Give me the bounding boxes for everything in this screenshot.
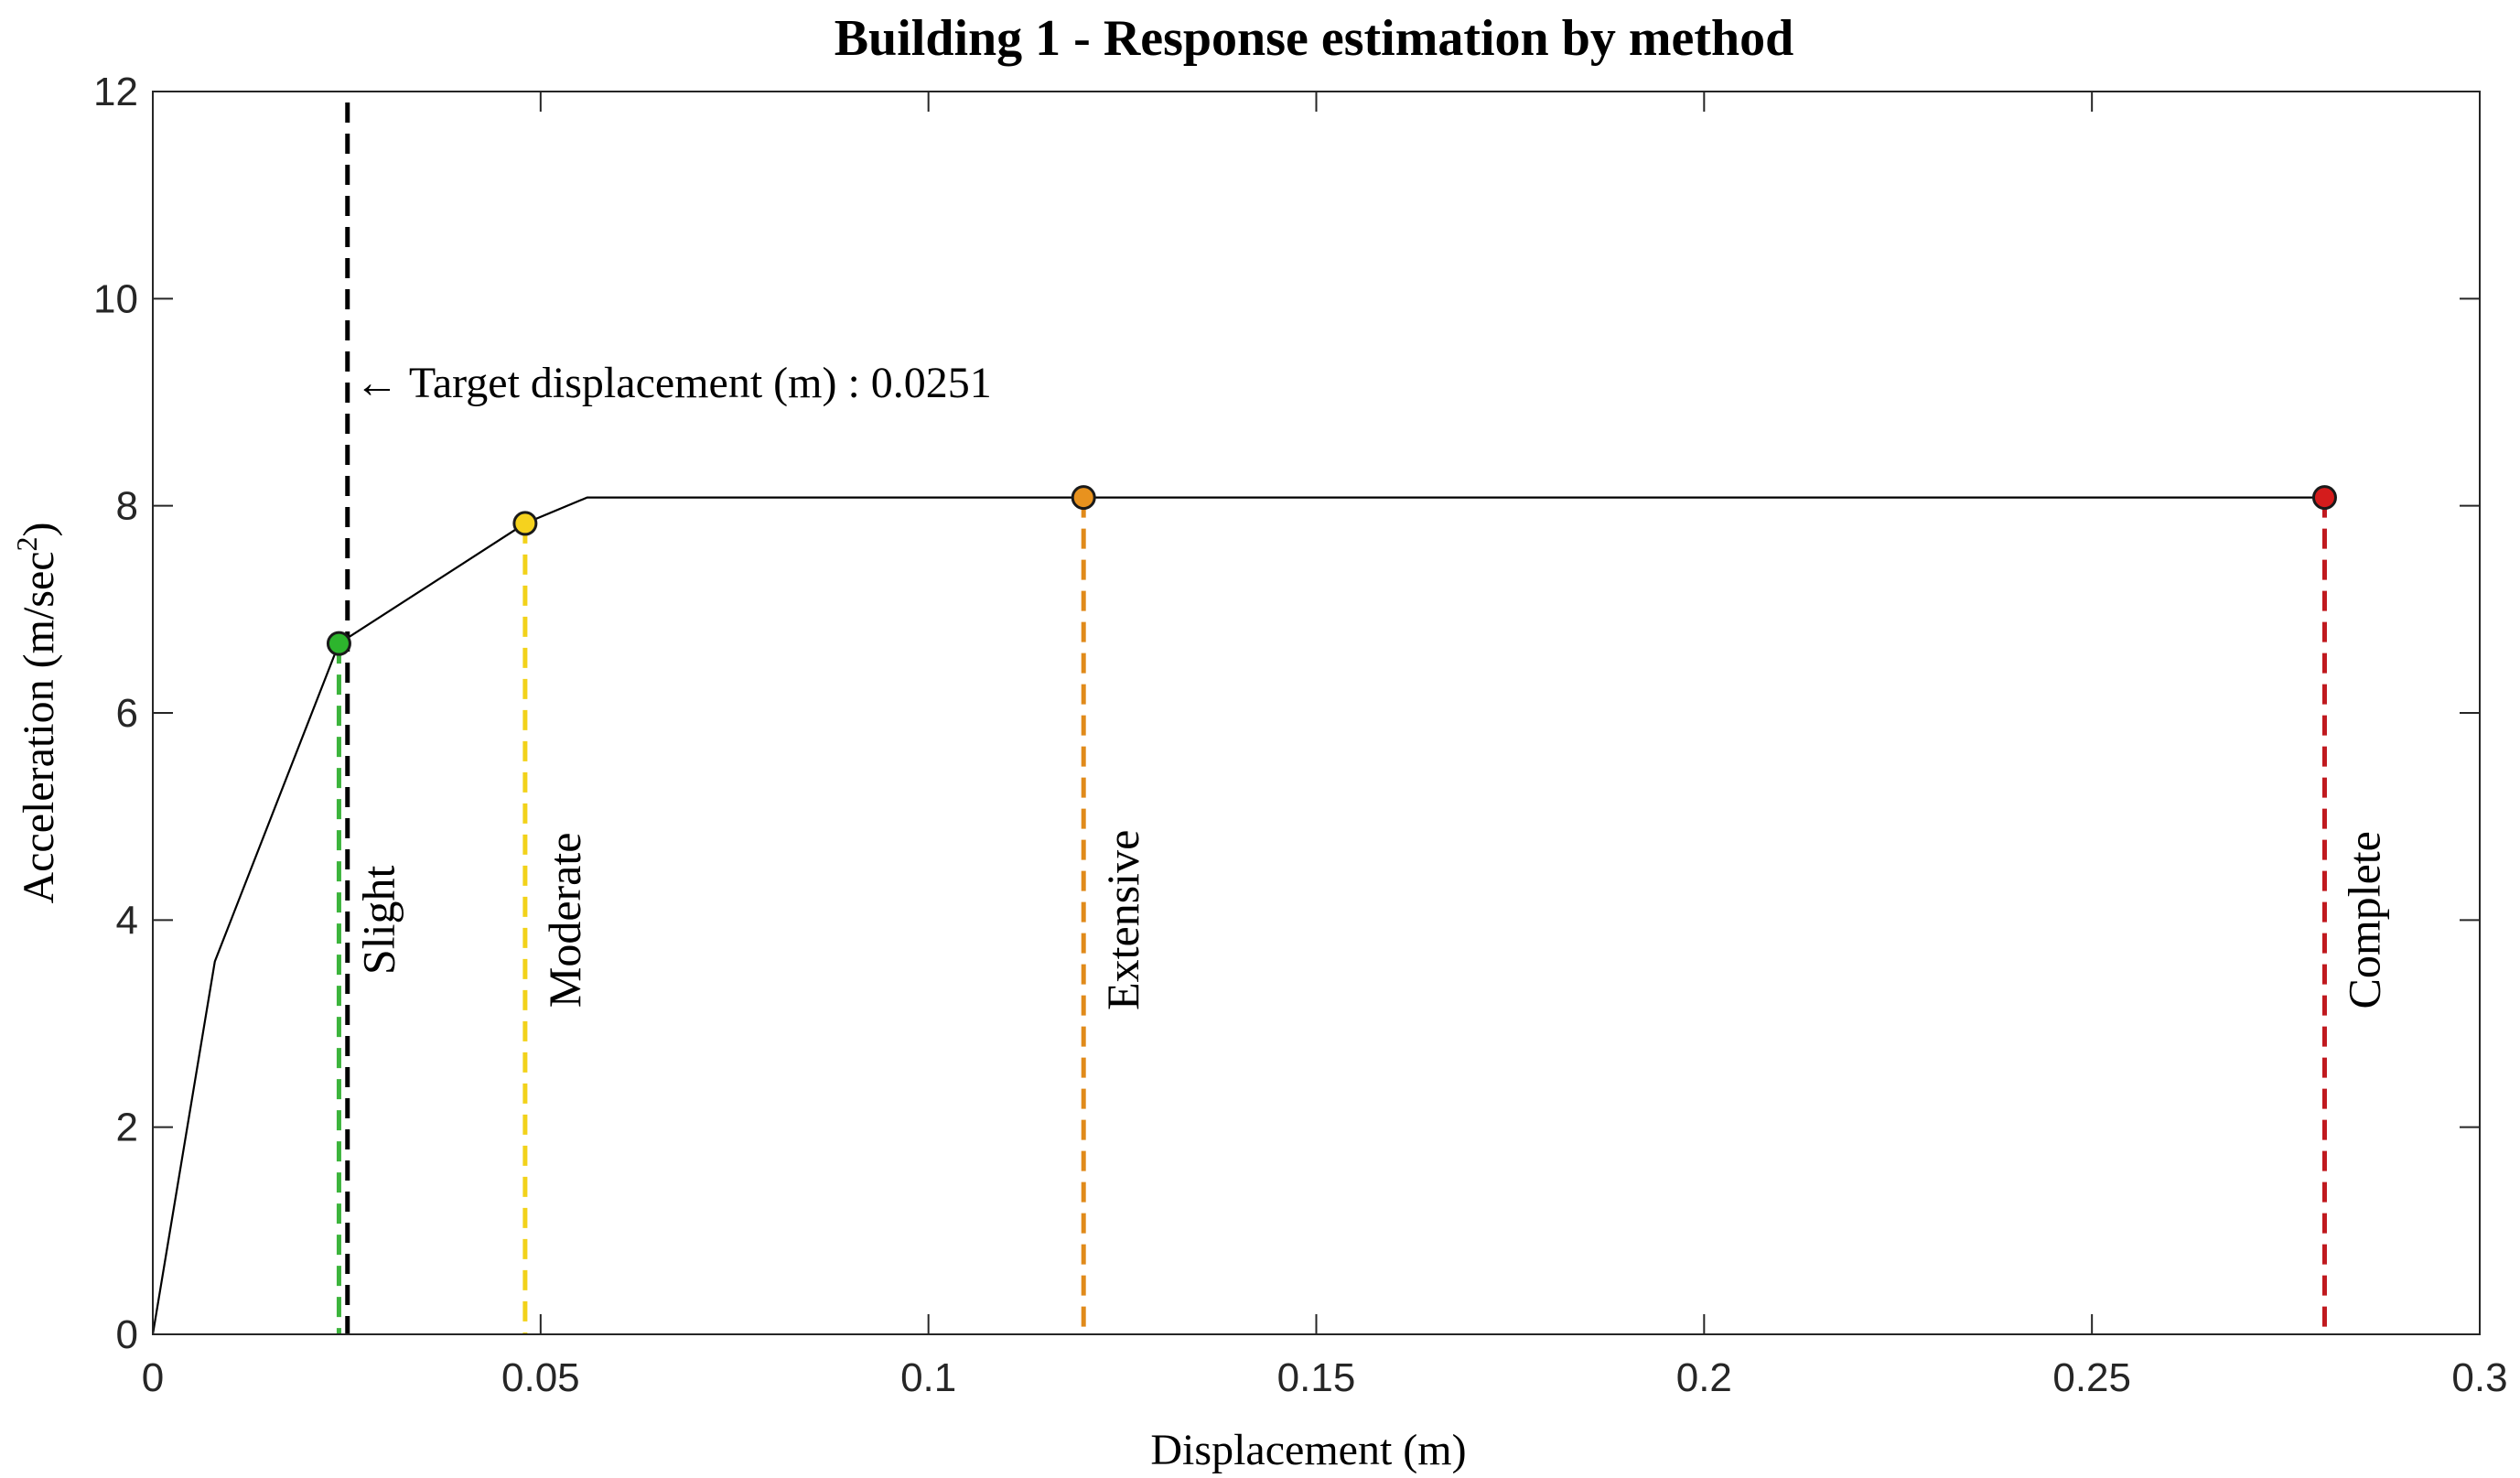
capacity-curve — [151, 496, 2325, 1335]
x-axis-label: Displacement (m) — [1150, 1426, 1466, 1474]
y-tick-label: 6 — [116, 691, 138, 736]
damage-state-label-moderate: Moderate — [539, 833, 590, 1009]
y-axis-label-sup: 2 — [10, 536, 43, 551]
chart-title: Building 1 - Response estimation by meth… — [835, 10, 1794, 67]
x-tick-label: 0.15 — [1277, 1355, 1356, 1400]
y-tick-label: 8 — [116, 484, 138, 529]
plot-frame — [152, 91, 2481, 1335]
damage-state-marker-complete — [2311, 485, 2337, 511]
damage-state-marker-extensive — [1071, 485, 1096, 511]
plot-area — [153, 92, 2480, 1334]
x-tick-label: 0.1 — [900, 1355, 956, 1400]
y-axis-label-end: ) — [15, 522, 63, 536]
x-tick-label: 0.25 — [2052, 1355, 2131, 1400]
y-tick-label: 10 — [93, 276, 138, 321]
y-axis-label: Acceleration (m/sec2) — [10, 522, 63, 903]
y-axis-label-main: Acceleration (m/sec — [15, 551, 63, 903]
x-tick-label: 0 — [142, 1355, 164, 1400]
x-tick-label: 0.3 — [2451, 1355, 2507, 1400]
x-tick-label: 0.2 — [1676, 1355, 1732, 1400]
y-tick-label: 12 — [93, 70, 138, 114]
damage-state-label-complete: Complete — [2338, 831, 2389, 1009]
x-tick-label: 0.05 — [501, 1355, 580, 1400]
y-tick-label: 2 — [116, 1106, 138, 1150]
damage-state-label-extensive: Extensive — [1097, 830, 1148, 1010]
y-tick-label: 0 — [116, 1312, 138, 1357]
damage-state-label-slight: Slight — [352, 865, 404, 975]
target-displacement-label: ← Target displacement (m) : 0.0251 — [355, 359, 992, 407]
y-tick-label: 4 — [116, 898, 138, 943]
damage-state-marker-slight — [326, 631, 351, 656]
damage-state-marker-moderate — [512, 511, 538, 536]
